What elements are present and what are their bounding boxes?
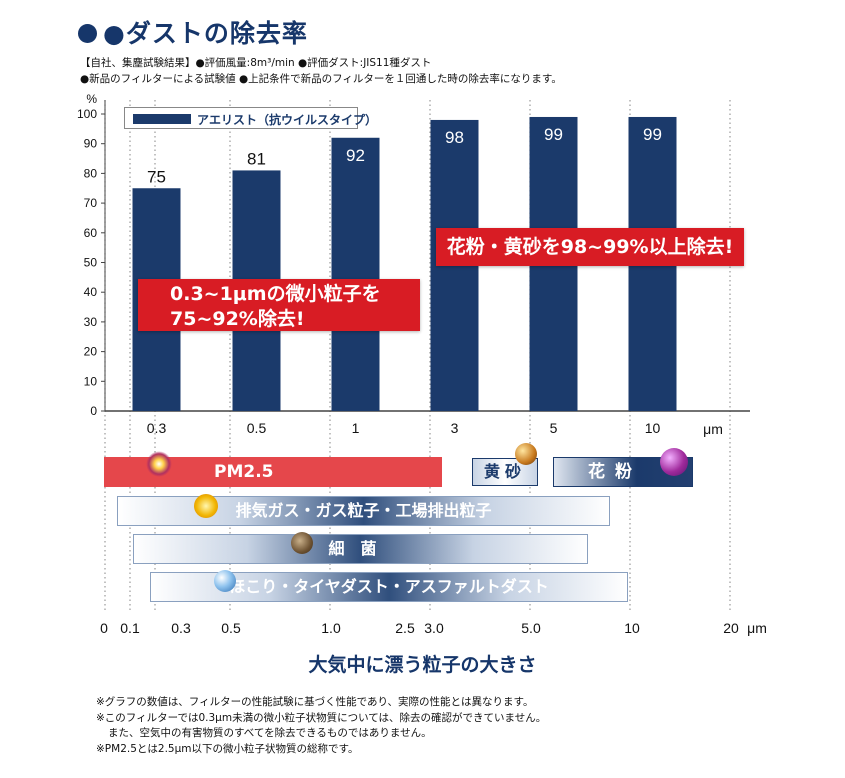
footnote-1: ※グラフの数値は、フィルターの性能試験に基づく性能であり、実際の性能とは異なりま… [96, 694, 534, 709]
y-tick-label-0: 0 [90, 404, 97, 418]
bar-value-label-1: 92 [346, 146, 365, 165]
pollen-particle-icon [660, 448, 688, 476]
y-tick-label-100: 100 [77, 107, 97, 121]
callout-fine-line2: 75~92%除去! [170, 307, 420, 332]
size-subtitle: 大気中に漂う粒子の大きさ [0, 650, 845, 677]
y-unit-label: % [86, 92, 97, 106]
y-tick-label-70: 70 [84, 196, 98, 210]
footnote-4: ※PM2.5とは2.5μm以下の微小粒子状物質の総称です。 [96, 741, 358, 756]
bar-1 [332, 138, 380, 411]
y-tick-label-80: 80 [84, 166, 98, 180]
size-tick-label-5.0: 5.0 [521, 620, 541, 636]
callout-fine-particles: 0.3~1μmの微小粒子を 75~92%除去! [138, 279, 420, 331]
size-unit-label: μm [747, 620, 767, 636]
x-category-label-1: 1 [352, 420, 360, 436]
size-tick-label-3.0: 3.0 [424, 620, 444, 636]
x-category-label-0.5: 0.5 [247, 420, 267, 436]
bar-value-label-0.5: 81 [247, 149, 266, 168]
size-tick-label-1.0: 1.0 [321, 620, 341, 636]
size-tick-label-20: 20 [723, 620, 739, 636]
size-tick-label-0.1: 0.1 [120, 620, 140, 636]
x-category-label-10: 10 [645, 420, 661, 436]
size-tick-label-2.5: 2.5 [395, 620, 415, 636]
dust-particle-icon [214, 570, 236, 592]
size-tick-label-0: 0 [100, 620, 108, 636]
footnote-3: また、空気中の有害物質のすべてを除去できるものではありません。 [108, 725, 432, 740]
legend-swatch [133, 114, 191, 124]
size-tick-label-0.3: 0.3 [171, 620, 191, 636]
size-tick-label-0.5: 0.5 [221, 620, 241, 636]
y-tick-label-50: 50 [84, 256, 98, 270]
bar-value-label-3: 98 [445, 128, 464, 147]
x-category-label-3: 3 [451, 420, 459, 436]
y-tick-label-20: 20 [84, 345, 98, 359]
size-tick-label-10: 10 [624, 620, 640, 636]
bar-value-label-0.3: 75 [147, 167, 166, 186]
x-unit-label: μm [703, 421, 723, 437]
bar-value-label-10: 99 [643, 125, 662, 144]
y-tick-label-60: 60 [84, 226, 98, 240]
y-tick-label-30: 30 [84, 315, 98, 329]
legend-label: アエリスト（抗ウイルスタイプ） [197, 111, 377, 128]
footnote-2: ※このフィルターでは0.3μm未満の微小粒子状物質については、除去の確認ができて… [96, 710, 546, 725]
band-bacteria: 細菌 [133, 534, 588, 564]
callout-pollen-dust: 花粉・黄砂を98~99%以上除去! [436, 228, 744, 266]
y-tick-label-90: 90 [84, 137, 98, 151]
exhaust-particle-icon [194, 494, 218, 518]
pm25-spark-icon [146, 451, 172, 477]
callout-fine-line1: 0.3~1μmの微小粒子を [170, 282, 420, 307]
band-exhaust: 排気ガス・ガス粒子・工場排出粒子 [117, 496, 610, 526]
yellow-dust-particle-icon [515, 443, 537, 465]
x-category-label-5: 5 [550, 420, 558, 436]
bar-value-label-5: 99 [544, 125, 563, 144]
y-tick-label-10: 10 [84, 374, 98, 388]
x-category-label-0.3: 0.3 [147, 420, 167, 436]
chart-legend: アエリスト（抗ウイルスタイプ） [124, 107, 358, 129]
bacteria-particle-icon [291, 532, 313, 554]
y-tick-label-40: 40 [84, 285, 98, 299]
